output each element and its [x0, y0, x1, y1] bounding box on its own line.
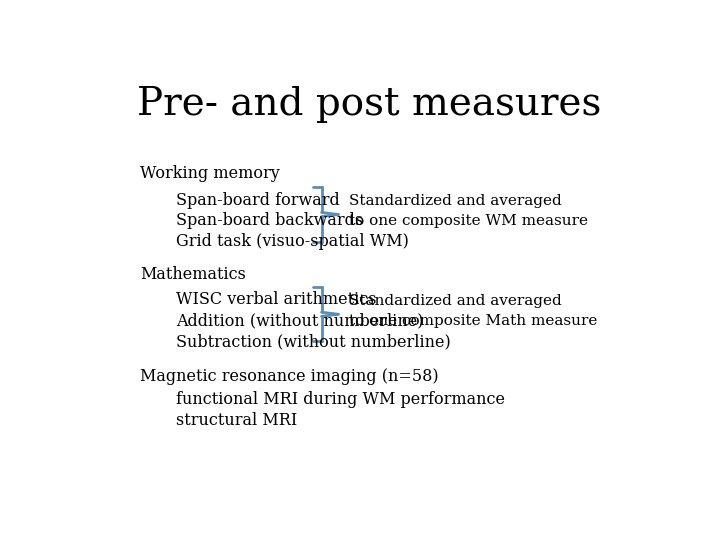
Text: Magnetic resonance imaging (n=58): Magnetic resonance imaging (n=58)	[140, 368, 439, 386]
Text: Standardized and averaged
to one composite WM measure: Standardized and averaged to one composi…	[349, 194, 588, 228]
Text: Pre- and post measures: Pre- and post measures	[137, 85, 601, 123]
Text: Span-board forward: Span-board forward	[176, 192, 341, 208]
Text: Addition (without numberline): Addition (without numberline)	[176, 312, 424, 329]
Text: Subtraction (without numberline): Subtraction (without numberline)	[176, 333, 451, 350]
Text: Mathematics: Mathematics	[140, 266, 246, 284]
Text: functional MRI during WM performance: functional MRI during WM performance	[176, 391, 505, 408]
Text: Span-board backwards: Span-board backwards	[176, 212, 364, 230]
Text: structural MRI: structural MRI	[176, 412, 298, 429]
Text: Standardized and averaged
to one composite Math measure: Standardized and averaged to one composi…	[349, 294, 598, 328]
Text: WISC verbal arithmetics: WISC verbal arithmetics	[176, 292, 377, 308]
Text: Working memory: Working memory	[140, 165, 280, 181]
Text: Grid task (visuo-spatial WM): Grid task (visuo-spatial WM)	[176, 233, 410, 250]
